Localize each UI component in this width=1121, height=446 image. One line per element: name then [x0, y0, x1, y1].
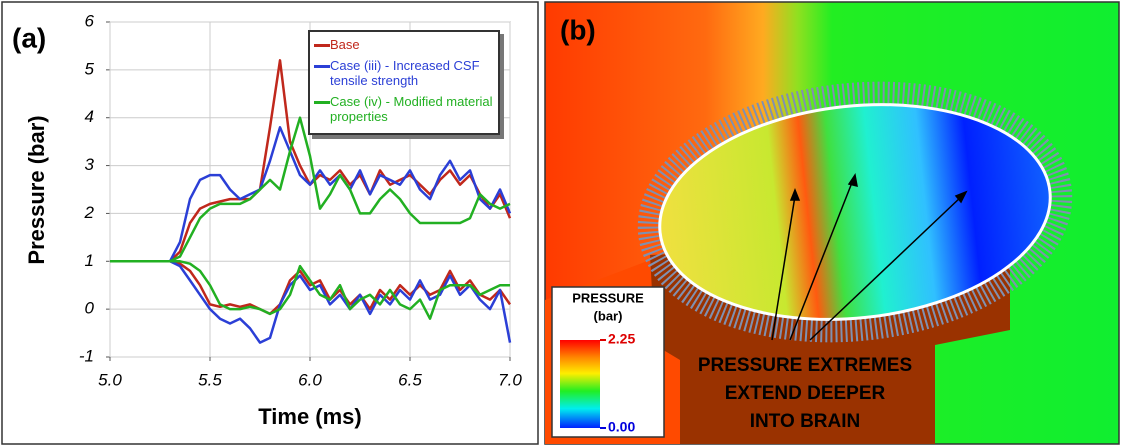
colorbar-max: 2.25 — [608, 331, 635, 347]
legend-swatch — [314, 44, 330, 47]
annotation-line: INTO BRAIN — [750, 411, 860, 432]
colorbar-unit: (bar) — [594, 308, 623, 323]
colorbar-title: PRESSURE — [572, 290, 644, 305]
x-tick-label: 6.0 — [298, 370, 322, 389]
y-tick-label: 5 — [85, 59, 95, 78]
x-tick-label: 6.5 — [398, 370, 422, 389]
arrow — [809, 195, 963, 341]
arrow — [771, 195, 796, 341]
panel-label: (a) — [12, 22, 46, 53]
y-tick-label: -1 — [79, 346, 94, 365]
x-tick-label: 7.0 — [498, 370, 522, 389]
line-series — [110, 116, 511, 263]
skull-ring — [637, 81, 1073, 343]
legend-item: Base — [314, 37, 494, 52]
arrowheads — [789, 173, 968, 204]
panel-b: PRESSURE EXTREMES EXTEND DEEPER INTO BRA… — [544, 1, 1120, 445]
legend: Base Case (iii) - Increased CSF tensile s… — [308, 30, 500, 135]
annotation-line: PRESSURE EXTREMES — [698, 355, 912, 376]
arrow — [789, 179, 854, 341]
legend-label: Base — [330, 37, 360, 52]
y-axis-title: Pressure (bar) — [24, 115, 49, 264]
annotation-line: EXTEND DEEPER — [725, 383, 886, 404]
line-series — [110, 126, 512, 263]
x-axis-title: Time (ms) — [258, 404, 362, 429]
y-tick-label: 1 — [85, 251, 94, 270]
legend-item: Case (iv) - Modified material properties — [314, 94, 494, 124]
line-series — [110, 260, 510, 320]
brain — [658, 103, 1052, 321]
panel-label: (b) — [560, 14, 596, 45]
legend-swatch — [314, 101, 330, 104]
y-tick-label: 4 — [85, 107, 94, 126]
y-tick-label: 0 — [85, 299, 95, 318]
y-tick-label: 2 — [84, 203, 95, 222]
legend-label: Case (iii) - Increased CSF tensile stren… — [330, 58, 480, 88]
y-tick-label: 3 — [85, 155, 95, 174]
line-series — [110, 260, 512, 316]
colorbar-min: 0.00 — [608, 419, 635, 435]
arrows — [771, 173, 968, 341]
legend-label: Case (iv) - Modified material properties — [330, 94, 493, 124]
x-tick-label: 5.0 — [98, 370, 122, 389]
y-tick-label: 6 — [85, 11, 95, 30]
legend-item: Case (iii) - Increased CSF tensile stren… — [314, 58, 494, 88]
colorbar — [560, 340, 600, 428]
legend-swatch — [314, 65, 330, 68]
x-tick-label: 5.5 — [198, 370, 222, 389]
